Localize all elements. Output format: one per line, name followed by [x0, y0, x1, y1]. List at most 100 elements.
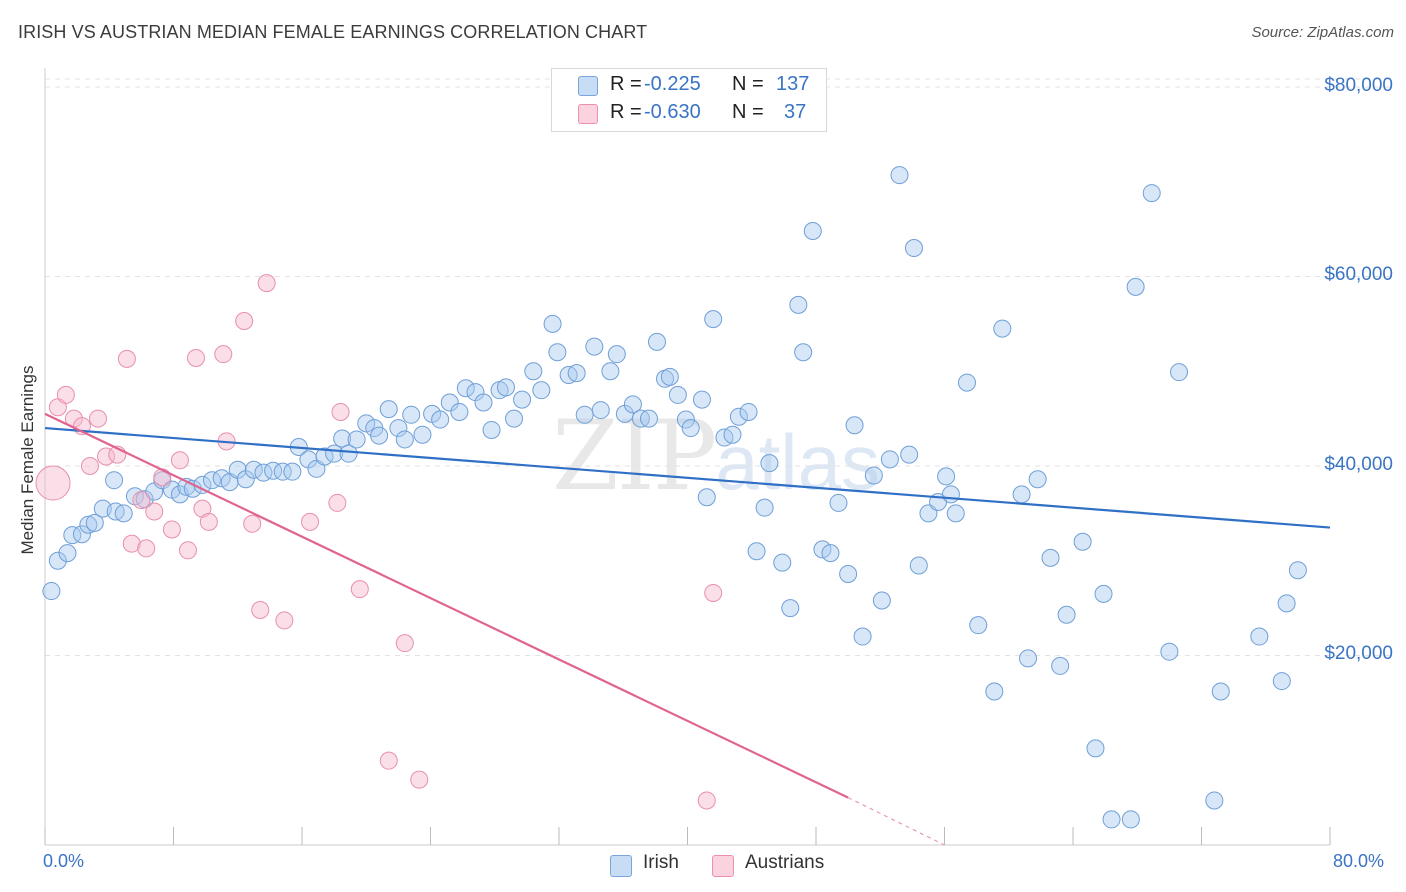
y-tick-label: $20,000 [1324, 643, 1393, 665]
trend-line-irish [44, 426, 1331, 529]
legend-r-label: R = [610, 101, 642, 123]
point-irish [114, 504, 133, 523]
point-irish [1205, 791, 1224, 810]
point-irish [1012, 485, 1031, 504]
point-austrians [170, 451, 189, 470]
point-austrians [251, 601, 270, 620]
point-austrians [214, 345, 233, 364]
point-austrians [199, 512, 218, 531]
point-irish [845, 416, 864, 435]
legend-r-value: -0.225 [644, 73, 701, 95]
point-irish [1121, 810, 1140, 829]
point-irish [456, 379, 475, 398]
point-irish [1250, 627, 1269, 646]
point-irish [872, 591, 891, 610]
point-irish [957, 373, 976, 392]
point-irish [1272, 672, 1291, 691]
point-irish [668, 385, 687, 404]
point-irish [532, 381, 551, 400]
point-austrians [328, 493, 347, 512]
legend-n-value: 137 [776, 73, 810, 95]
point-irish [389, 419, 408, 438]
point-austrians [89, 409, 108, 428]
point-irish [755, 498, 774, 517]
point-austrians [178, 541, 197, 560]
point-irish [692, 390, 711, 409]
point-irish [440, 393, 459, 412]
point-irish [909, 556, 928, 575]
point-austrians [122, 534, 141, 553]
point-irish [1041, 548, 1060, 567]
legend-row-austrians: R = -0.630 N = 37 [552, 101, 826, 127]
point-austrians [117, 349, 136, 368]
legend-n-value: 37 [784, 101, 807, 123]
point-irish [601, 362, 620, 381]
point-austrians [395, 634, 414, 653]
point-irish [985, 682, 1004, 701]
gridlines [45, 78, 1393, 656]
point-irish [283, 462, 302, 481]
point-irish [264, 461, 283, 480]
bottom-legend-swatch-irish [610, 855, 632, 877]
point-irish [548, 343, 567, 362]
point-irish [969, 616, 988, 635]
point-austrians [97, 447, 116, 466]
point-irish [1073, 532, 1092, 551]
point-irish [1211, 682, 1230, 701]
point-austrians [132, 491, 151, 510]
point-irish [821, 544, 840, 563]
point-irish [79, 515, 98, 534]
point-irish [1086, 739, 1105, 758]
point-irish [333, 429, 352, 448]
y-axis-label: Median Female Earnings [18, 365, 37, 555]
point-austrians [145, 502, 164, 521]
trend-line-austrians [44, 412, 849, 799]
point-irish [839, 564, 858, 583]
point-irish [607, 345, 626, 364]
point-irish [496, 378, 515, 397]
point-irish [803, 221, 822, 240]
point-austrians [243, 514, 262, 533]
point-irish [747, 542, 766, 561]
point-irish [941, 485, 960, 504]
point-irish [864, 466, 883, 485]
point-irish [591, 401, 610, 420]
point-irish [1094, 584, 1113, 603]
chart-title: IRISH VS AUSTRIAN MEDIAN FEMALE EARNINGS… [18, 22, 648, 42]
bottom-legend-label-irish: Irish [643, 852, 679, 873]
point-irish [1126, 277, 1145, 296]
point-austrians [80, 456, 99, 475]
point-irish [48, 551, 67, 570]
point-irish [1019, 649, 1038, 668]
point-irish [585, 337, 604, 356]
x-tick-label-max: 80.0% [1333, 851, 1385, 871]
legend-swatch-austrians [578, 104, 598, 124]
point-austrians [35, 465, 71, 501]
point-irish [723, 425, 742, 444]
point-irish [1142, 184, 1161, 203]
point-irish [789, 295, 808, 314]
point-irish [513, 390, 532, 409]
legend-r-value: -0.630 [644, 101, 701, 123]
point-irish [524, 362, 543, 381]
trend-line-austrians-extension [847, 797, 945, 846]
point-austrians [186, 348, 205, 367]
point-austrians [410, 770, 429, 789]
point-austrians [137, 539, 156, 558]
trend-lines [44, 412, 1331, 846]
bottom-legend-swatch-austrians [712, 855, 734, 877]
point-irish [937, 467, 956, 486]
point-irish [450, 402, 469, 421]
point-austrians [350, 580, 369, 599]
point-irish [339, 444, 358, 463]
point-austrians [301, 512, 320, 531]
point-irish [543, 314, 562, 333]
point-irish [773, 553, 792, 572]
source-credit: Source: ZipAtlas.com [1251, 24, 1394, 41]
watermark-zip: ZIP [552, 400, 717, 512]
point-irish [413, 425, 432, 444]
point-irish [482, 420, 501, 439]
point-irish [379, 400, 398, 419]
y-tick-label: $40,000 [1324, 453, 1393, 475]
point-irish [273, 462, 292, 481]
